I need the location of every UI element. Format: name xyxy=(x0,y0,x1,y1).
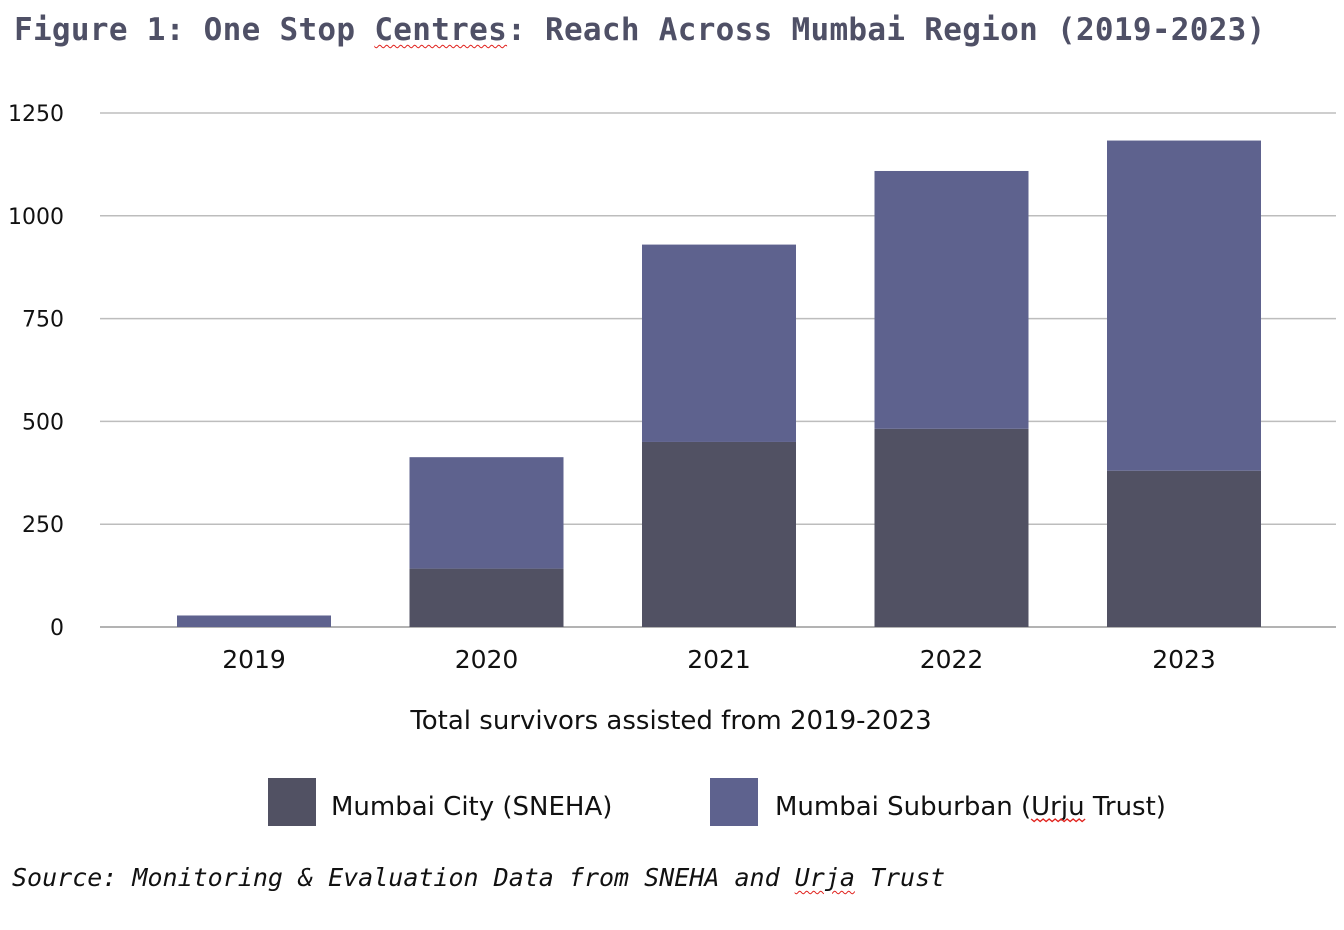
chart-title-part-2: Centres xyxy=(374,12,508,48)
y-tick-label-250: 250 xyxy=(22,513,64,538)
chart-title-part-1: Figure 1: One Stop xyxy=(14,12,375,48)
x-tick-label-2021: 2021 xyxy=(687,645,751,674)
chart-title-part-3: : Reach Across Mumbai Region (2019-2023) xyxy=(507,12,1266,48)
bar-2021-mumbai-city xyxy=(642,441,796,627)
source-note-part-1: Source: Monitoring & Evaluation Data fro… xyxy=(12,863,795,892)
bar-2023-mumbai-city xyxy=(1107,470,1261,627)
legend-label-suburban-part-2: Urju xyxy=(1031,792,1084,822)
y-tick-label-750: 750 xyxy=(22,308,64,333)
legend-label-suburban-part-1: Mumbai Suburban ( xyxy=(775,792,1031,822)
source-note: Source: Monitoring & Evaluation Data fro… xyxy=(12,863,945,892)
bars xyxy=(177,140,1261,627)
bar-2020-mumbai-suburban xyxy=(409,457,564,569)
y-tick-label-0: 0 xyxy=(50,616,64,641)
bar-2019-mumbai-suburban xyxy=(177,615,331,627)
bar-2022-mumbai-city xyxy=(874,428,1029,627)
bar-2022-mumbai-suburban xyxy=(874,170,1029,429)
bar-2023-mumbai-suburban xyxy=(1107,140,1261,471)
y-tick-label-500: 500 xyxy=(22,410,64,435)
bar-2020-mumbai-city xyxy=(409,568,564,627)
legend-label-mumbai-suburban: Mumbai Suburban (Urju Trust) xyxy=(775,792,1166,822)
legend-swatch-mumbai-suburban xyxy=(710,778,758,826)
source-note-part-3: Trust xyxy=(854,863,946,892)
source-note-part-2: Urja xyxy=(794,863,855,892)
legend: Mumbai City (SNEHA) Mumbai Suburban (Urj… xyxy=(268,778,1166,826)
x-tick-label-2020: 2020 xyxy=(455,645,519,674)
bar-2021-mumbai-suburban xyxy=(642,244,796,442)
y-tick-label-1250: 1250 xyxy=(8,102,64,127)
legend-label-mumbai-city: Mumbai City (SNEHA) xyxy=(331,792,612,822)
x-tick-label-2022: 2022 xyxy=(920,645,984,674)
legend-label-suburban-part-3: Trust) xyxy=(1085,792,1166,822)
chart-title: Figure 1: One Stop Centres: Reach Across… xyxy=(14,12,1266,48)
x-tick-label-2019: 2019 xyxy=(222,645,286,674)
y-tick-label-1000: 1000 xyxy=(8,205,64,230)
x-axis-title: Total survivors assisted from 2019-2023 xyxy=(409,706,931,736)
y-axis-ticks: 0 250 500 750 1000 1250 xyxy=(8,102,64,641)
x-tick-label-2023: 2023 xyxy=(1152,645,1216,674)
spellcheck-underline xyxy=(1030,818,1086,823)
legend-swatch-mumbai-city xyxy=(268,778,316,826)
x-axis-ticks: 2019 2020 2021 2022 2023 xyxy=(222,645,1216,674)
